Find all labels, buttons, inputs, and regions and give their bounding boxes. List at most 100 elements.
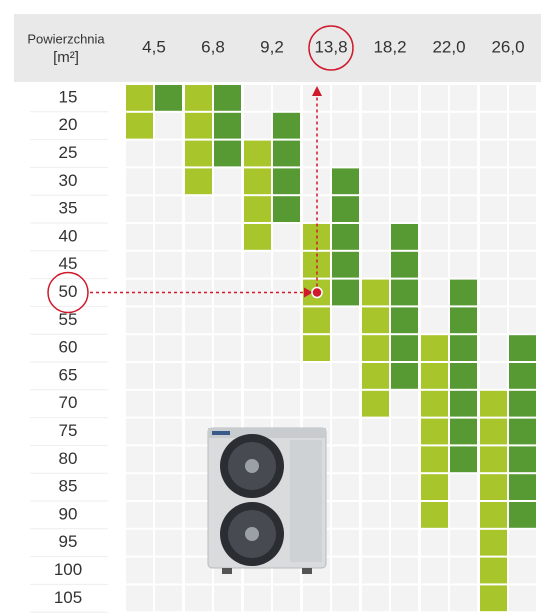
empty-cell bbox=[509, 196, 536, 222]
row-label: 60 bbox=[59, 338, 78, 357]
filled-cell bbox=[450, 335, 477, 361]
empty-cell bbox=[155, 391, 182, 417]
empty-cell bbox=[244, 391, 271, 417]
empty-cell bbox=[509, 252, 536, 278]
empty-cell bbox=[214, 363, 241, 389]
filled-cell bbox=[332, 280, 359, 306]
filled-cell bbox=[185, 113, 212, 139]
filled-cell bbox=[155, 85, 182, 111]
empty-cell bbox=[126, 474, 153, 500]
empty-cell bbox=[450, 252, 477, 278]
empty-cell bbox=[450, 141, 477, 167]
filled-cell bbox=[332, 252, 359, 278]
empty-cell bbox=[509, 307, 536, 333]
filled-cell bbox=[391, 363, 418, 389]
row-label: 45 bbox=[59, 254, 78, 273]
empty-cell bbox=[155, 196, 182, 222]
filled-cell bbox=[391, 252, 418, 278]
empty-cell bbox=[391, 85, 418, 111]
filled-cell bbox=[509, 391, 536, 417]
filled-cell bbox=[362, 335, 389, 361]
empty-cell bbox=[421, 280, 448, 306]
empty-cell bbox=[480, 224, 507, 250]
filled-cell bbox=[214, 113, 241, 139]
empty-cell bbox=[155, 141, 182, 167]
empty-cell bbox=[480, 335, 507, 361]
empty-cell bbox=[126, 530, 153, 556]
filled-cell bbox=[362, 307, 389, 333]
filled-cell bbox=[332, 196, 359, 222]
empty-cell bbox=[155, 335, 182, 361]
filled-cell bbox=[244, 168, 271, 194]
empty-cell bbox=[391, 168, 418, 194]
row-label: 70 bbox=[59, 393, 78, 412]
row-label: 80 bbox=[59, 449, 78, 468]
empty-cell bbox=[391, 419, 418, 445]
empty-cell bbox=[126, 335, 153, 361]
row-label: 25 bbox=[59, 143, 78, 162]
empty-cell bbox=[155, 168, 182, 194]
empty-cell bbox=[480, 280, 507, 306]
filled-cell bbox=[303, 335, 330, 361]
empty-cell bbox=[421, 141, 448, 167]
column-label: 9,2 bbox=[260, 37, 284, 56]
row-label: 65 bbox=[59, 365, 78, 384]
empty-cell bbox=[391, 446, 418, 472]
empty-cell bbox=[244, 363, 271, 389]
empty-cell bbox=[480, 307, 507, 333]
empty-cell bbox=[214, 168, 241, 194]
empty-cell bbox=[421, 307, 448, 333]
empty-cell bbox=[155, 502, 182, 528]
filled-cell bbox=[421, 474, 448, 500]
filled-cell bbox=[126, 85, 153, 111]
empty-cell bbox=[214, 224, 241, 250]
row-label: 95 bbox=[59, 532, 78, 551]
empty-cell bbox=[362, 252, 389, 278]
empty-cell bbox=[185, 363, 212, 389]
empty-cell bbox=[362, 196, 389, 222]
empty-cell bbox=[155, 446, 182, 472]
empty-cell bbox=[509, 280, 536, 306]
empty-cell bbox=[126, 168, 153, 194]
filled-cell bbox=[273, 168, 300, 194]
empty-cell bbox=[185, 224, 212, 250]
column-label: 18,2 bbox=[373, 37, 406, 56]
empty-cell bbox=[362, 168, 389, 194]
empty-cell bbox=[362, 85, 389, 111]
empty-cell bbox=[391, 196, 418, 222]
empty-cell bbox=[273, 224, 300, 250]
filled-cell bbox=[480, 502, 507, 528]
empty-cell bbox=[155, 307, 182, 333]
empty-cell bbox=[480, 363, 507, 389]
filled-cell bbox=[303, 307, 330, 333]
empty-cell bbox=[332, 558, 359, 584]
empty-cell bbox=[362, 113, 389, 139]
column-label: 22,0 bbox=[432, 37, 465, 56]
empty-cell bbox=[391, 391, 418, 417]
empty-cell bbox=[126, 391, 153, 417]
empty-cell bbox=[332, 530, 359, 556]
empty-cell bbox=[509, 168, 536, 194]
empty-cell bbox=[185, 252, 212, 278]
empty-cell bbox=[244, 307, 271, 333]
filled-cell bbox=[450, 307, 477, 333]
empty-cell bbox=[391, 558, 418, 584]
empty-cell bbox=[362, 558, 389, 584]
filled-cell bbox=[273, 141, 300, 167]
filled-cell bbox=[450, 391, 477, 417]
filled-cell bbox=[509, 474, 536, 500]
filled-cell bbox=[244, 141, 271, 167]
empty-cell bbox=[155, 585, 182, 611]
filled-cell bbox=[509, 502, 536, 528]
empty-cell bbox=[185, 335, 212, 361]
filled-cell bbox=[126, 113, 153, 139]
filled-cell bbox=[421, 391, 448, 417]
filled-cell bbox=[480, 474, 507, 500]
empty-cell bbox=[273, 307, 300, 333]
empty-cell bbox=[155, 113, 182, 139]
empty-cell bbox=[362, 474, 389, 500]
empty-cell bbox=[303, 363, 330, 389]
filled-cell bbox=[273, 196, 300, 222]
empty-cell bbox=[450, 558, 477, 584]
empty-cell bbox=[303, 585, 330, 611]
